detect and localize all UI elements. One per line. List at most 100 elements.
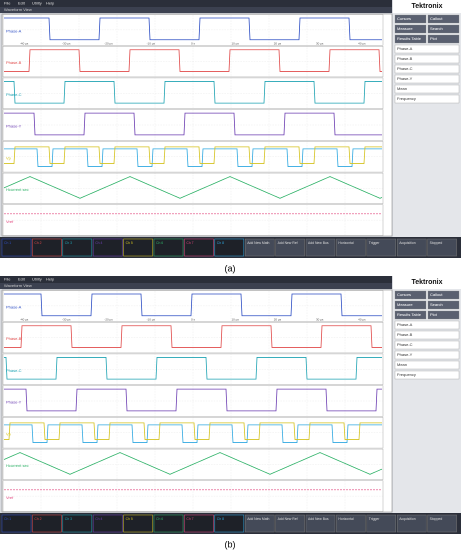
status-text: Ch 3 xyxy=(65,241,72,245)
status-box xyxy=(305,238,336,257)
channel-label: Vp xyxy=(6,431,12,436)
sidebar-button xyxy=(427,300,460,310)
status-box xyxy=(123,238,153,257)
menu-bar xyxy=(0,0,392,7)
status-text: Horizontal xyxy=(338,241,354,245)
status-box xyxy=(366,238,397,257)
sidebar-button xyxy=(427,290,460,300)
scope-window: File Edit Utility Help Waveform View Tektroni… xyxy=(0,0,461,273)
channel-label: Phase-Y xyxy=(6,400,22,405)
sidebar-text: Mean xyxy=(397,362,407,367)
sidebar-button xyxy=(394,340,460,350)
channel-label: Phase-C xyxy=(6,368,22,373)
waveform xyxy=(4,357,382,380)
status-box xyxy=(184,238,214,257)
channel-label: Phase-B xyxy=(6,336,22,341)
sidebar-button xyxy=(394,84,460,94)
channel-label: Vref xyxy=(6,219,14,224)
status-text: Ch 4 xyxy=(95,241,102,245)
status-text: Stopped xyxy=(430,241,443,245)
sidebar-text: Phase-B xyxy=(397,332,413,337)
status-text: Add New Ref xyxy=(278,241,298,245)
time-label: 40 µs xyxy=(358,318,366,322)
status-box xyxy=(336,238,366,257)
sidebar-text: Frequency xyxy=(397,372,416,377)
sidebar-text: Search xyxy=(430,302,443,307)
status-text: Horizontal xyxy=(338,517,354,521)
status-box xyxy=(214,238,245,257)
status-box xyxy=(92,238,123,257)
time-label: 10 µs xyxy=(232,318,240,322)
status-text: Ch 7 xyxy=(186,241,193,245)
menu-item: Help xyxy=(46,1,55,6)
sidebar-button xyxy=(394,64,460,74)
waveform xyxy=(4,49,382,72)
view-title: Waveform View xyxy=(4,7,32,12)
sidebar-button xyxy=(394,290,427,300)
waveform xyxy=(4,112,382,136)
sidebar-text: Frequency xyxy=(397,96,416,101)
time-label: 20 µs xyxy=(274,318,282,322)
status-text: Ch 1 xyxy=(4,241,11,245)
sidebar-button xyxy=(394,300,427,310)
menu-item: File xyxy=(4,277,11,282)
waveform xyxy=(3,452,383,475)
status-box xyxy=(275,238,305,257)
view-title-bar xyxy=(0,283,392,289)
status-text: Trigger xyxy=(369,241,380,245)
time-label: -30 µs xyxy=(62,318,71,322)
scope-window: File Edit Utility Help Waveform View Tektroni… xyxy=(0,276,461,549)
status-text: Trigger xyxy=(369,517,380,521)
status-text: Add New Bus xyxy=(308,517,329,521)
sidebar-text: Phase-Y xyxy=(397,76,413,81)
sidebar-button xyxy=(394,370,460,380)
status-box xyxy=(214,514,245,533)
waveform xyxy=(4,81,382,104)
channel-label: Phase-A xyxy=(6,29,22,34)
status-box xyxy=(396,238,427,257)
sidebar-text: Phase-C xyxy=(397,342,413,347)
status-box xyxy=(305,514,336,533)
status-text: Ch 8 xyxy=(217,241,224,245)
channel-label: Hcurrent sec xyxy=(6,463,29,468)
time-label: -10 µs xyxy=(147,42,156,46)
time-label: 0 s xyxy=(191,42,196,46)
sidebar-button xyxy=(394,14,427,24)
time-label: -40 µs xyxy=(20,318,29,322)
sidebar-button xyxy=(427,14,460,24)
sidebar-button xyxy=(394,24,427,34)
sidebar-text: Phase-C xyxy=(397,66,413,71)
status-text: Ch 6 xyxy=(156,517,163,521)
sidebar-text: Mean xyxy=(397,86,407,91)
time-label: -20 µs xyxy=(104,318,113,322)
sidebar-button xyxy=(394,310,427,320)
sidebar-text: Callout xyxy=(430,292,443,297)
waveform xyxy=(3,176,383,199)
time-label: 20 µs xyxy=(274,42,282,46)
status-box xyxy=(62,238,93,257)
sidebar-button xyxy=(394,350,460,360)
sidebar-button xyxy=(394,94,460,104)
sidebar-text: Measure xyxy=(397,26,413,31)
time-label: 30 µs xyxy=(316,318,324,322)
status-box xyxy=(92,514,123,533)
status-text: Add New Math xyxy=(247,241,269,245)
menu-item: Utility xyxy=(32,277,42,282)
status-text: Ch 2 xyxy=(34,517,41,521)
waveform xyxy=(4,17,382,41)
channel-label: Phase-Y xyxy=(6,124,22,129)
status-box xyxy=(366,514,397,533)
status-text: Add New Bus xyxy=(308,241,329,245)
waveform xyxy=(4,148,382,167)
sidebar-button xyxy=(394,34,427,44)
menu-item: Edit xyxy=(18,1,26,6)
view-title: Waveform View xyxy=(4,283,32,288)
status-box xyxy=(32,238,62,257)
view-title-bar xyxy=(0,7,392,13)
status-text: Ch 8 xyxy=(217,517,224,521)
status-box xyxy=(427,514,457,533)
status-box xyxy=(275,514,305,533)
sidebar-text: Search xyxy=(430,26,443,31)
waveform xyxy=(4,388,382,412)
channel-label: Hcurrent sec xyxy=(6,187,29,192)
